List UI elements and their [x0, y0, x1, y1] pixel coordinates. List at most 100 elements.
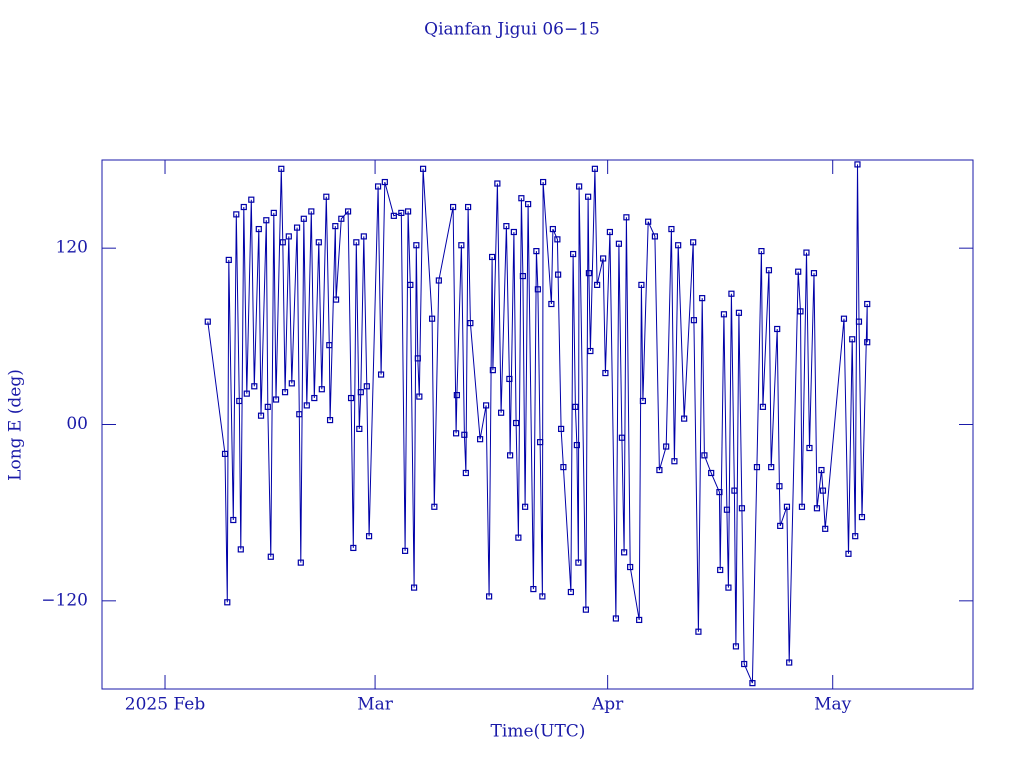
point [852, 533, 859, 540]
point [618, 434, 625, 441]
point [467, 320, 474, 327]
point [498, 409, 505, 416]
point [725, 584, 732, 591]
point [458, 242, 465, 249]
point [308, 208, 315, 215]
point [303, 402, 310, 409]
point [818, 466, 825, 474]
point [233, 211, 240, 218]
point [639, 397, 647, 405]
point [555, 271, 562, 278]
point [225, 256, 232, 264]
point [645, 218, 652, 225]
point [264, 403, 271, 410]
y-tick-label: 120 [56, 238, 88, 258]
point [410, 584, 418, 591]
point [798, 503, 806, 510]
point [602, 369, 609, 377]
point [398, 209, 405, 216]
point [332, 223, 339, 230]
point [587, 347, 594, 355]
point [401, 547, 409, 554]
point [539, 593, 546, 600]
point [350, 544, 357, 552]
point [407, 281, 414, 289]
point [723, 506, 731, 513]
point [243, 390, 250, 397]
point [695, 628, 702, 635]
point [549, 225, 556, 233]
point [797, 308, 804, 315]
point [353, 239, 360, 246]
point [606, 228, 613, 236]
point [279, 239, 286, 246]
point [554, 236, 561, 243]
point [510, 228, 517, 236]
point [462, 469, 469, 477]
point [483, 402, 490, 409]
point [381, 178, 388, 186]
point [600, 255, 607, 262]
point [281, 389, 289, 396]
point [638, 281, 645, 289]
point [257, 412, 265, 419]
point [627, 563, 634, 571]
point [323, 193, 330, 200]
point [465, 203, 472, 211]
point [267, 553, 274, 560]
point [810, 270, 818, 277]
point [591, 165, 598, 172]
point [515, 534, 522, 541]
point [377, 371, 385, 378]
point [656, 466, 663, 474]
point [651, 233, 659, 240]
point [690, 317, 698, 324]
point [567, 588, 574, 596]
point [840, 315, 848, 322]
point [347, 394, 355, 402]
point [854, 161, 861, 168]
point [621, 549, 628, 556]
point [489, 253, 496, 261]
point [240, 203, 247, 211]
y-axis-label: Long E (deg) [6, 369, 26, 481]
point [413, 242, 420, 249]
point [741, 660, 748, 668]
point [278, 165, 285, 172]
plot-area [204, 161, 871, 687]
point [548, 300, 555, 308]
point [699, 295, 706, 302]
point [494, 180, 501, 187]
point [765, 267, 773, 274]
point [326, 416, 334, 424]
point [360, 233, 367, 240]
point [675, 242, 682, 249]
point [731, 487, 738, 494]
series-line [207, 164, 868, 684]
point [357, 389, 364, 396]
point [486, 593, 493, 600]
point [585, 193, 592, 200]
point [344, 208, 352, 215]
point [845, 550, 852, 557]
point [428, 315, 436, 322]
point [573, 441, 580, 449]
point [435, 277, 442, 284]
point [288, 380, 295, 387]
point [519, 272, 526, 280]
point [623, 214, 630, 221]
point [489, 367, 496, 374]
point [255, 225, 262, 233]
point [513, 419, 520, 427]
point [708, 469, 715, 477]
point [326, 342, 333, 349]
x-tick-label: May [814, 695, 852, 715]
point [774, 325, 781, 333]
point [270, 209, 277, 216]
point [537, 439, 544, 446]
point [293, 224, 301, 231]
point [768, 464, 775, 471]
point [374, 183, 382, 190]
point [285, 233, 292, 240]
